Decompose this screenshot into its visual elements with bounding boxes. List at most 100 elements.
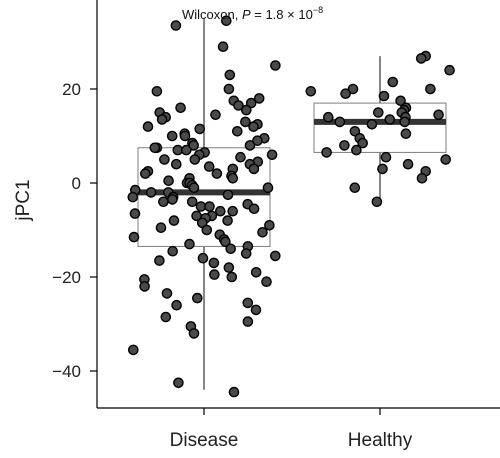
- data-point-healthy: [347, 83, 359, 95]
- data-point-healthy: [416, 172, 428, 184]
- data-point-healthy: [340, 88, 351, 99]
- data-point-disease: [129, 208, 141, 219]
- data-point-disease: [203, 161, 215, 172]
- data-point-disease: [248, 163, 260, 175]
- data-point-disease: [240, 248, 252, 259]
- data-point-disease: [167, 194, 178, 205]
- data-point-disease: [244, 140, 256, 151]
- data-point-disease: [270, 60, 281, 71]
- data-point-healthy: [440, 154, 452, 165]
- data-point-disease: [128, 231, 140, 243]
- data-point-healthy: [433, 109, 444, 121]
- data-point-healthy: [371, 196, 383, 208]
- data-point-disease: [127, 191, 139, 203]
- data-point-disease: [159, 154, 170, 165]
- data-point-disease: [225, 243, 236, 255]
- data-point-healthy: [377, 163, 388, 175]
- x-axis: Disease Healthy: [97, 407, 500, 451]
- data-point-disease: [210, 109, 221, 121]
- data-point-disease: [235, 151, 246, 163]
- data-point-disease: [227, 205, 238, 217]
- data-point-disease: [180, 144, 192, 156]
- data-point-disease: [226, 271, 238, 283]
- data-point-disease: [156, 114, 168, 125]
- data-point-disease: [170, 20, 182, 31]
- y-tick-label: 0: [72, 174, 81, 193]
- data-point-disease: [189, 154, 201, 165]
- data-point-disease: [217, 41, 229, 53]
- interquartile-box: [313, 102, 447, 153]
- data-point-disease: [220, 236, 231, 248]
- data-point-healthy: [349, 126, 361, 137]
- y-tick-label: 20: [62, 80, 81, 99]
- data-point-healthy: [399, 116, 411, 128]
- data-point-disease: [245, 97, 257, 109]
- data-point-healthy: [305, 86, 317, 97]
- x-tick-label-healthy: Healthy: [348, 430, 413, 451]
- data-point-healthy: [402, 158, 414, 170]
- data-point-disease: [197, 252, 209, 264]
- data-point-disease: [264, 219, 275, 231]
- data-point-disease: [242, 297, 254, 309]
- data-point-healthy: [444, 64, 455, 76]
- data-point-disease: [266, 149, 278, 161]
- data-point-disease: [231, 126, 243, 137]
- data-point-disease: [179, 130, 191, 142]
- data-point-disease: [171, 299, 182, 311]
- data-point-disease: [250, 304, 262, 316]
- data-points: [127, 15, 455, 398]
- data-point-disease: [149, 142, 161, 154]
- data-point-disease: [227, 172, 239, 184]
- x-ticks: Disease Healthy: [170, 408, 413, 451]
- data-point-healthy: [395, 95, 406, 107]
- data-point-disease: [224, 69, 236, 81]
- data-point-healthy: [400, 128, 412, 139]
- data-point-disease: [223, 83, 235, 95]
- y-tick-label: −40: [52, 362, 81, 381]
- data-point-healthy: [351, 144, 362, 156]
- data-point-healthy: [334, 116, 346, 128]
- data-point-disease: [194, 123, 205, 135]
- data-point-disease: [223, 262, 235, 273]
- annotation-p-symbol: P: [242, 7, 251, 22]
- annotation-p-exponent: −8: [313, 5, 323, 15]
- data-point-disease: [242, 316, 254, 327]
- y-ticks: −40 −20 0 20: [52, 80, 97, 381]
- data-point-disease: [139, 281, 150, 292]
- data-point-disease: [211, 168, 223, 179]
- data-point-disease: [204, 201, 215, 212]
- data-point-disease: [222, 189, 234, 201]
- data-point-disease: [261, 276, 272, 288]
- data-point-disease: [220, 15, 232, 27]
- data-point-healthy: [387, 76, 399, 88]
- data-point-disease: [201, 224, 213, 236]
- data-point-disease: [127, 344, 139, 356]
- data-point-disease: [269, 250, 281, 262]
- data-point-healthy: [357, 137, 369, 149]
- y-tick-label: −20: [52, 268, 81, 287]
- data-point-healthy: [349, 182, 361, 193]
- data-point-disease: [166, 130, 178, 142]
- data-point-healthy: [322, 111, 334, 123]
- data-point-disease: [184, 238, 195, 250]
- data-point-disease: [158, 196, 169, 208]
- annotation-p-value: = 1.8 × 10: [251, 7, 313, 22]
- data-point-disease: [167, 245, 178, 257]
- data-point-disease: [240, 104, 252, 116]
- data-point-healthy: [415, 53, 427, 64]
- data-point-disease: [208, 257, 220, 269]
- data-point-disease: [163, 175, 174, 186]
- data-point-disease: [155, 222, 167, 233]
- data-point-disease: [214, 205, 226, 217]
- data-point-disease: [154, 255, 165, 266]
- data-point-disease: [252, 135, 263, 146]
- data-point-disease: [145, 187, 157, 198]
- data-point-disease: [233, 100, 244, 111]
- data-point-healthy: [384, 114, 396, 125]
- data-point-disease: [240, 116, 251, 128]
- data-point-disease: [253, 93, 265, 104]
- data-point-disease: [262, 182, 274, 193]
- data-point-healthy: [321, 147, 332, 158]
- data-point-healthy: [378, 90, 390, 102]
